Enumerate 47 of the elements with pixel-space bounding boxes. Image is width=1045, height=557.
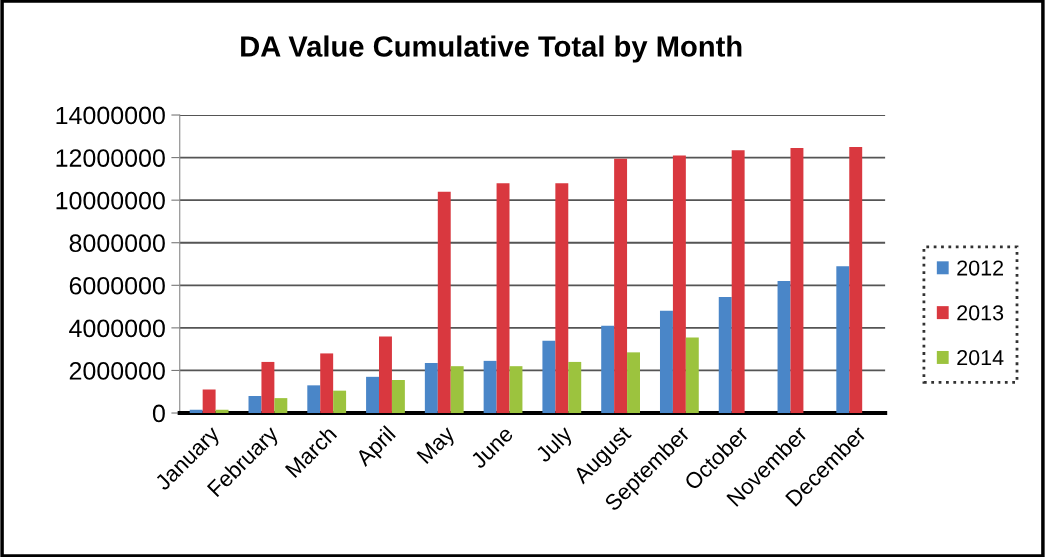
- y-tick-label: 8000000: [69, 234, 165, 253]
- bar: [450, 366, 464, 414]
- bar: [836, 266, 850, 414]
- bar: [320, 353, 334, 414]
- bar: [685, 337, 699, 414]
- bar: [202, 389, 216, 414]
- bar: [333, 390, 347, 414]
- bar: [555, 183, 569, 414]
- x-tick-label: May: [416, 424, 459, 468]
- chart-title: DA Value Cumulative Total by Month: [241, 35, 742, 63]
- bar: [274, 398, 288, 414]
- bar: [509, 366, 523, 414]
- y-tick-label: 10000000: [56, 191, 165, 210]
- legend-label: 2012: [957, 260, 1004, 276]
- bar: [731, 150, 745, 414]
- bar: [379, 336, 392, 414]
- bar: [659, 310, 673, 414]
- bar: [790, 148, 804, 414]
- x-tick-label: July: [534, 424, 577, 467]
- bar: [437, 191, 451, 414]
- bar: [391, 380, 405, 414]
- legend-label: 2013: [957, 305, 1004, 321]
- bar: [366, 376, 380, 414]
- bar: [672, 155, 686, 414]
- bar: [496, 183, 510, 414]
- bar: [614, 158, 628, 414]
- bar: [307, 385, 321, 414]
- y-tick-label: 0: [152, 404, 165, 423]
- bar: [849, 146, 863, 414]
- bar: [568, 361, 582, 414]
- bar: [542, 340, 556, 414]
- bar: [601, 325, 615, 414]
- bar: [627, 352, 640, 414]
- y-tick-label: 14000000: [56, 106, 165, 125]
- y-tick-label: 2000000: [69, 362, 165, 380]
- y-tick-label: 4000000: [69, 319, 165, 338]
- bar: [424, 362, 438, 414]
- bar: [248, 395, 262, 414]
- bar: [189, 409, 203, 414]
- bar: [777, 281, 791, 414]
- y-tick-label: 12000000: [56, 149, 165, 167]
- bar: [718, 297, 732, 414]
- bar: [215, 409, 229, 414]
- y-tick-label: 6000000: [69, 276, 165, 295]
- legend-label: 2014: [957, 350, 1004, 366]
- bar: [483, 360, 497, 414]
- bar: [261, 361, 275, 414]
